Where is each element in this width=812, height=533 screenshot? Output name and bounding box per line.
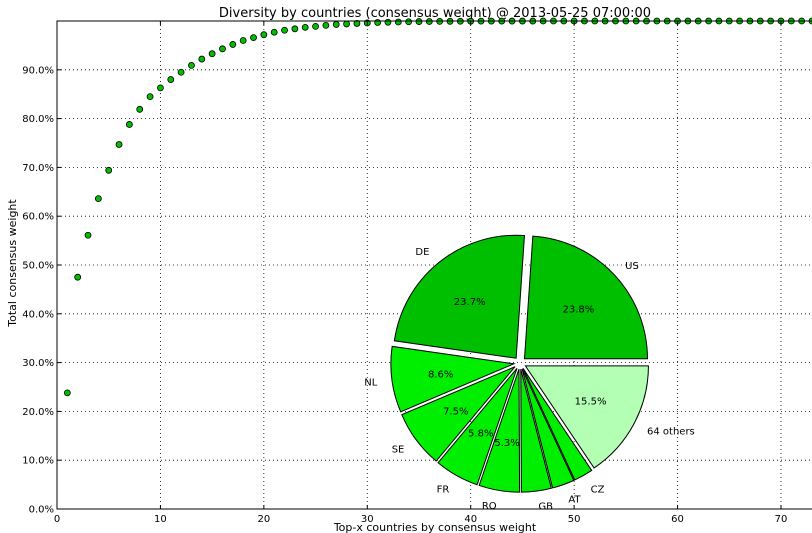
pie-pct-label: 15.5%	[575, 397, 607, 408]
x-tick-label: 50	[568, 514, 581, 525]
pie-slice	[521, 368, 575, 489]
data-point	[415, 18, 423, 25]
data-point	[394, 18, 402, 26]
data-point	[239, 37, 247, 44]
data-point	[250, 34, 257, 41]
pie-label: RO	[482, 501, 497, 512]
data-point	[146, 93, 154, 101]
data-point	[281, 26, 288, 34]
data-point	[177, 68, 185, 76]
pie-label: AT	[568, 495, 581, 506]
data-point	[188, 62, 195, 69]
data-point	[343, 20, 350, 28]
y-tick-label: 10.0%	[22, 456, 54, 467]
data-point	[94, 195, 102, 203]
data-point	[374, 19, 382, 26]
x-tick-label: 40	[464, 514, 477, 525]
pie-slice	[478, 368, 521, 493]
country-pie: US 23.8% DE 23.7% NL 8.6% SE 7.5% FR 5.8% RO 5.3% GB…	[364, 234, 695, 513]
data-point	[157, 84, 164, 92]
pie-slice	[522, 368, 593, 481]
pie-slice	[437, 368, 518, 486]
y-tick-label: 40.0%	[22, 309, 54, 320]
data-point	[312, 22, 319, 30]
pie-slice	[390, 345, 516, 413]
x-tick-label: 60	[671, 514, 684, 525]
axes: 0 10 20 30 40 50 60 70 0.0% 10.0% 20.0% 30.0% 40.0% 5…	[22, 20, 812, 525]
pie-slice	[401, 366, 516, 462]
data-point	[74, 273, 82, 281]
pie-slice	[524, 365, 649, 469]
x-tick-label: 0	[54, 514, 60, 525]
data-point	[198, 55, 206, 63]
pie-label: DE	[415, 247, 429, 258]
data-point	[105, 166, 113, 174]
pie-pct-label: 7.5%	[443, 407, 468, 418]
pie-pct-label: 5.3%	[494, 438, 519, 449]
data-point	[167, 76, 175, 83]
pie-label: SE	[392, 445, 405, 456]
x-tick-label: 20	[257, 514, 270, 525]
x-tick-label: 70	[775, 514, 788, 525]
data-point	[125, 121, 133, 128]
data-point	[260, 31, 268, 39]
chart-title: Diversity by countries (consensus weight…	[219, 6, 651, 21]
y-tick-label: 70.0%	[22, 163, 54, 174]
y-tick-label: 20.0%	[22, 407, 54, 418]
data-point	[322, 21, 330, 29]
data-point	[332, 21, 340, 28]
x-tick-label: 10	[154, 514, 167, 525]
data-point	[405, 18, 413, 26]
data-point	[353, 20, 361, 27]
data-point	[219, 45, 226, 53]
data-point	[291, 25, 299, 33]
data-point	[208, 50, 216, 58]
x-tick-label: 30	[361, 514, 374, 525]
x-axis-label: Top-x countries by consensus weight	[333, 521, 537, 533]
data-point	[115, 141, 123, 148]
data-point	[63, 389, 71, 397]
data-point	[136, 105, 144, 113]
pie-label: US	[625, 261, 639, 272]
pie-slice	[523, 235, 648, 360]
pie-pct-label: 23.7%	[454, 297, 486, 308]
data-point	[270, 28, 278, 36]
y-tick-label: 90.0%	[22, 65, 54, 76]
pie-slice	[520, 368, 552, 493]
pie-label: CZ	[591, 484, 605, 495]
data-point	[384, 18, 392, 26]
y-tick-label: 30.0%	[22, 358, 54, 369]
pie-label: GB	[538, 502, 553, 513]
pie-label: 64 others	[647, 427, 695, 438]
y-tick-label: 50.0%	[22, 261, 54, 272]
data-point	[301, 23, 309, 31]
pie-label: FR	[437, 484, 450, 495]
pie-pct-label: 5.8%	[468, 429, 493, 440]
pie-slice	[393, 234, 526, 359]
pie-pct-label: 8.6%	[428, 369, 453, 380]
pie-pct-label: 23.8%	[563, 304, 595, 315]
y-tick-label: 60.0%	[22, 212, 54, 223]
y-tick-label: 0.0%	[29, 505, 54, 516]
y-tick-label: 80.0%	[22, 114, 54, 125]
y-axis-label: Total consensus weight	[6, 199, 19, 328]
data-point	[84, 231, 92, 239]
pie-label: NL	[364, 378, 377, 389]
data-point	[229, 41, 237, 48]
